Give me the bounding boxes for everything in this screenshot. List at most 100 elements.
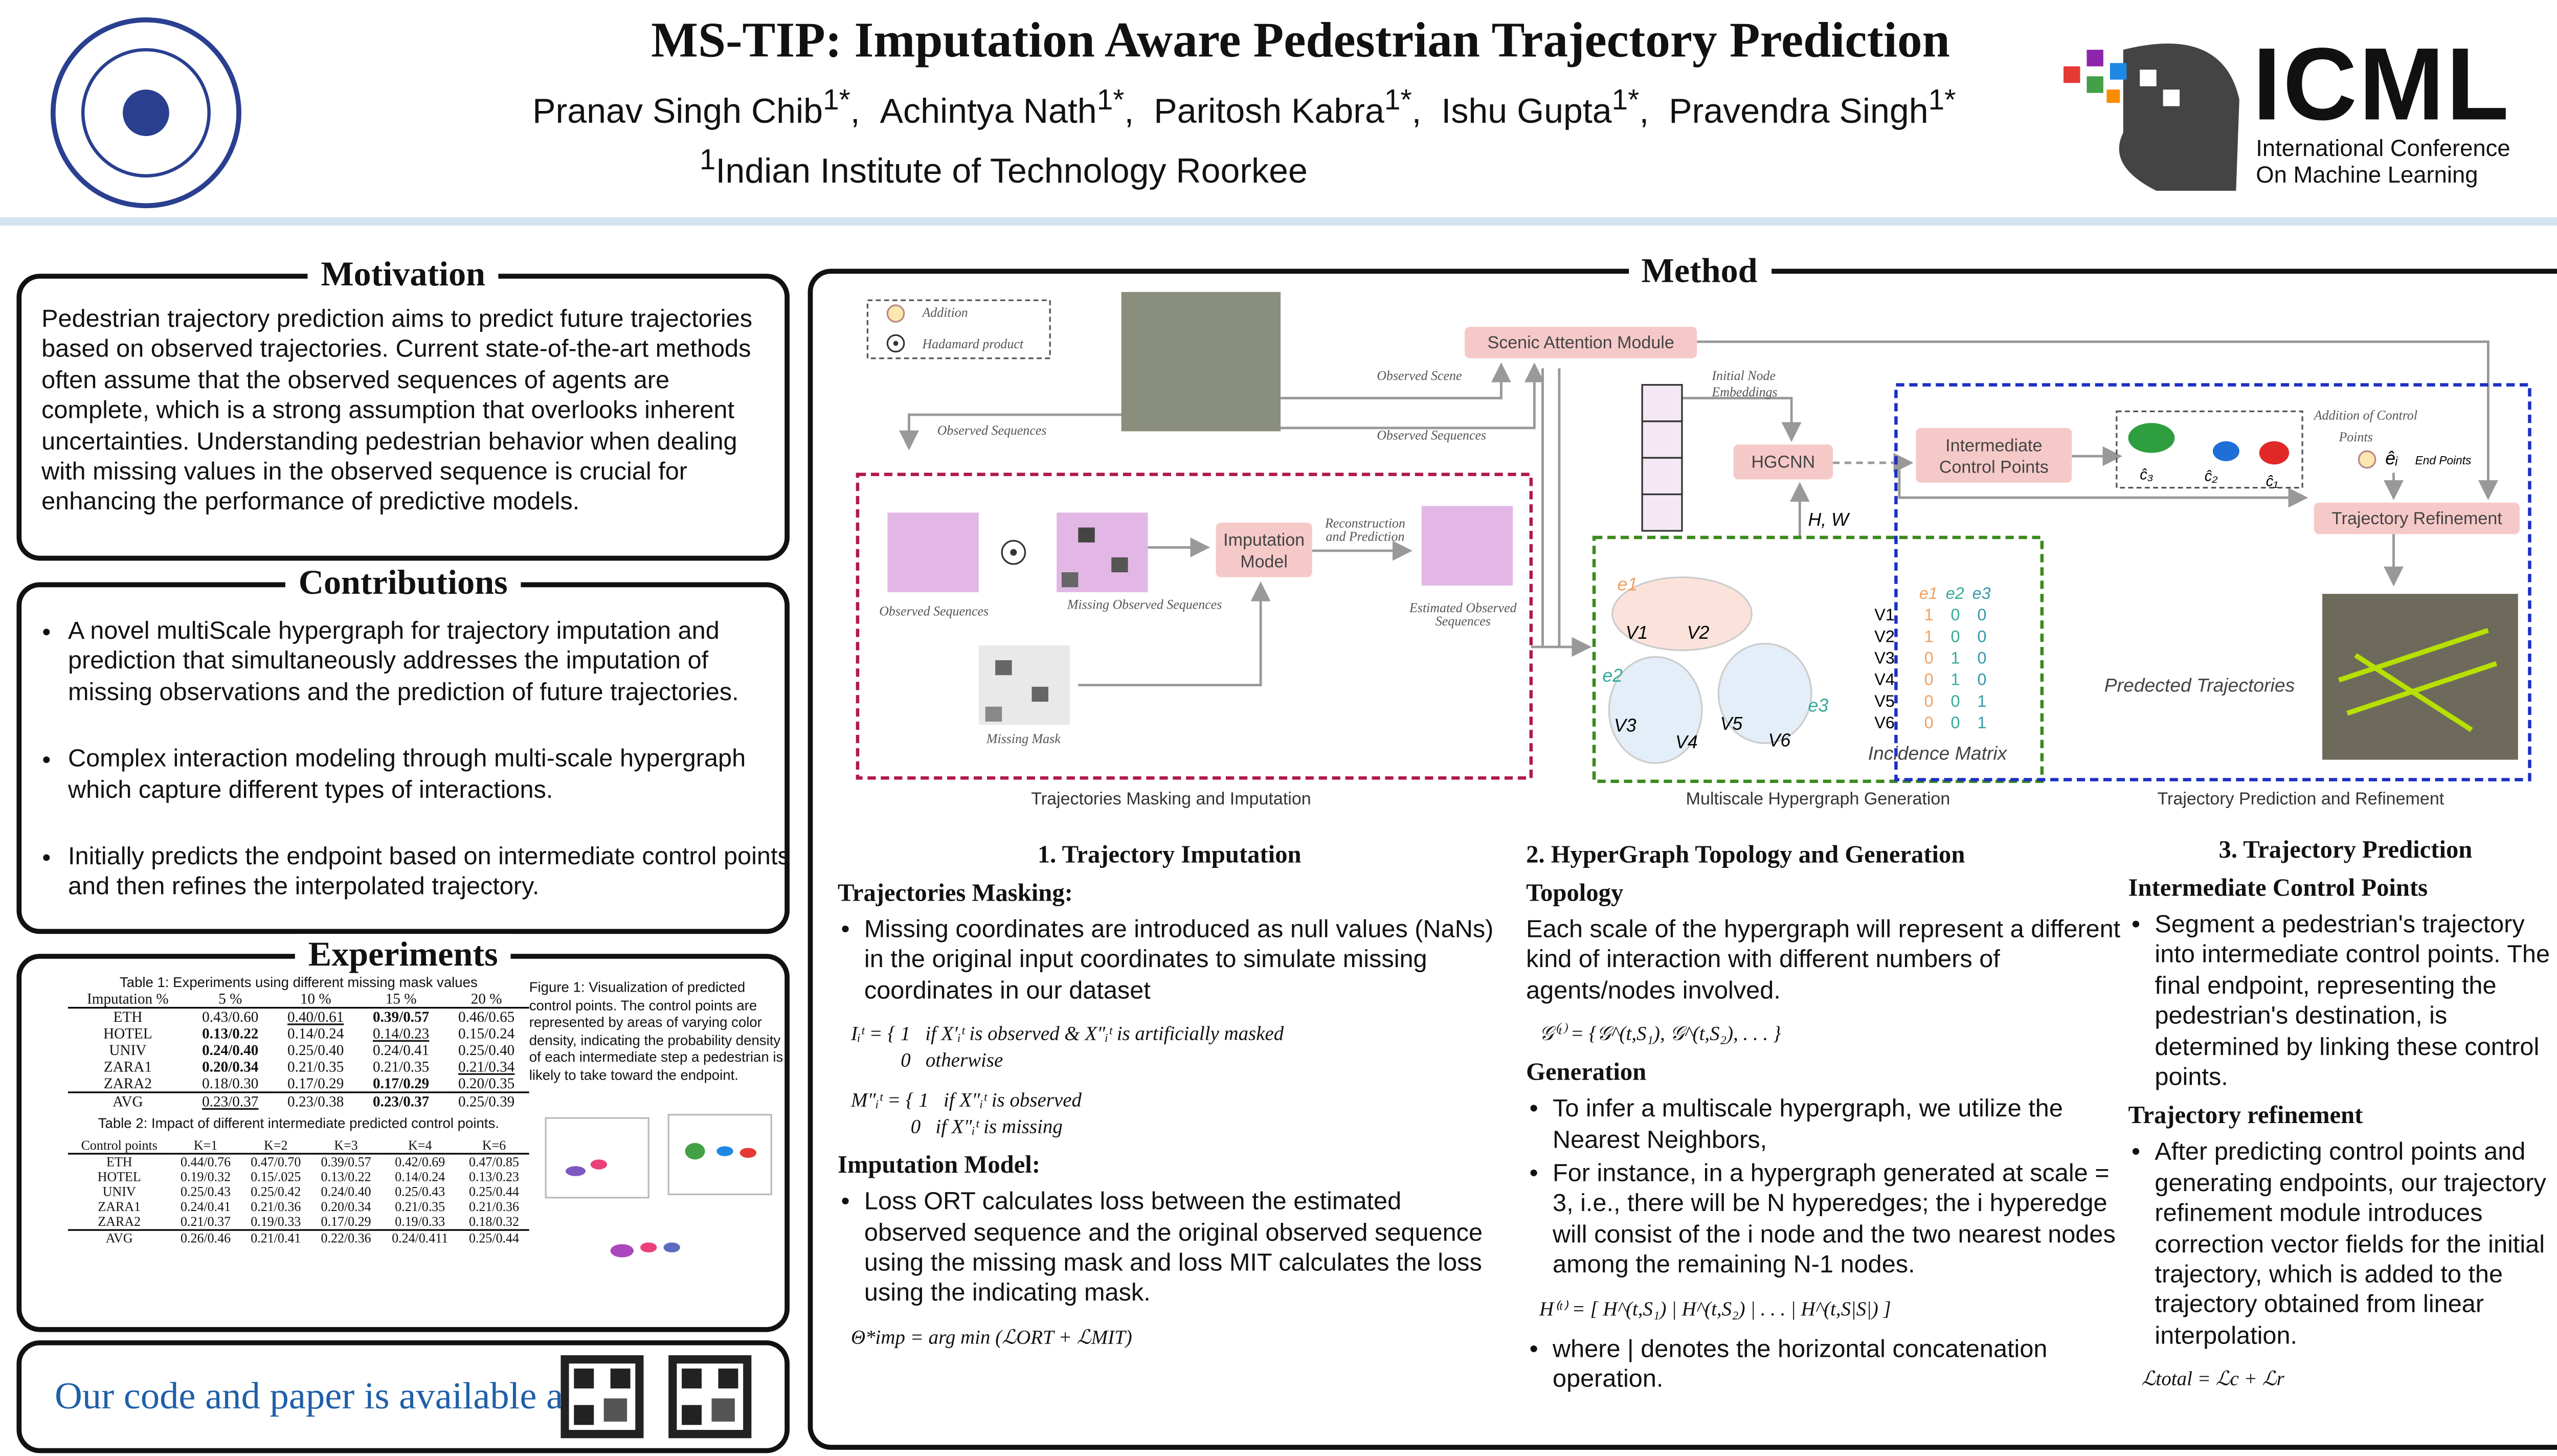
section-title: Experiments [295,934,511,976]
matrix-cell: 1 [1924,627,1934,645]
table-cell: 0.39/0.57 [321,1154,371,1170]
affiliation: 1Indian Institute of Technology Roorkee [0,143,2007,192]
affiliation-sup: 1 [699,142,716,176]
matrix-row-label: V4 [1874,670,1895,689]
panel-caption: Multiscale Hypergraph Generation [1686,789,1950,809]
matrix-cell: 0 [1977,670,1986,689]
table-cell: ETH [106,1154,132,1170]
node-label: V6 [1768,730,1791,751]
matrix-cell: 1 [1924,606,1934,624]
equation-line: 𝒢⁽ᵗ⁾ = {𝒢^(t,S₁), 𝒢^(t,S₂), . . . } [1539,1022,1781,1046]
diagram-box-label: Intermediate [1945,436,2042,455]
scene-image [1121,292,1281,432]
table-cell: AVG [68,1229,171,1246]
diagram-label: End Points [2415,454,2472,467]
table-cell: 0.24/0.41 [372,1041,430,1059]
method-section: 1. Trajectory Imputation Trajectories Mas… [838,843,1501,1363]
table-row: HOTEL 0.13/0.22 0.14/0.24 0.14/0.23 0.15/0.2… [68,1025,529,1042]
diagram-label: Observed Scene [1377,368,1462,383]
diagram-box-label: HGCNN [1751,453,1815,472]
table-cell: 0.21/0.35 [395,1199,445,1215]
table-cell: 0.47/0.85 [468,1154,520,1170]
edge-label: e1 [1618,574,1638,595]
table-header-cell: K=3 [310,1138,382,1155]
table-1: Imputation % 5 % 10 % 15 % 20 % ETH 0.43/0.60 0… [68,990,529,1110]
table-cell: 0.46/0.65 [458,1009,515,1025]
table-cell: 0.39/0.57 [372,1009,430,1025]
legend-label: Addition [921,305,968,320]
diagram-label: Missing Mask [986,731,1061,746]
panel-frame [1894,383,2531,781]
table-header-cell: K=2 [240,1138,311,1155]
author-name: Ishu Gupta [1441,93,1612,131]
control-label: ĉ₃ [2140,466,2153,483]
equation-line: ℒtotal = ℒc + ℒr [2141,1367,2284,1391]
table-cell: 0.25/0.40 [287,1041,344,1059]
table-row: ZARA1 0.20/0.34 0.21/0.35 0.21/0.35 0.21/0.3… [68,1058,529,1074]
matrix-cell: 0 [1950,713,1960,732]
panel-frame [1592,535,2044,783]
author: Pranav Singh Chib1*, [532,83,860,131]
poster-title: MS-TIP: Imputation Aware Pedestrian Traj… [651,13,1950,68]
equation-line: Θ*imp = arg min (ℒORT + ℒMIT) [850,1325,1132,1349]
table-cell: 0.17/0.29 [372,1074,430,1092]
table-cell: ZARA2 [98,1214,141,1229]
method-subheading: Intermediate Control Points [2128,876,2428,903]
method-section: 3. Trajectory Prediction Intermediate Con… [2128,838,2557,1405]
panel-caption: Trajectories Masking and Imputation [1031,789,1311,809]
table-cell: 0.21/0.36 [468,1199,520,1215]
diagram-label: Reconstruction [1325,516,1405,530]
embedding-stack [1641,384,1683,532]
table-header-row: Imputation % 5 % 10 % 15 % 20 % [68,990,529,1009]
table-cell: 0.15/0.24 [458,1025,515,1042]
contributions-box: Contributions A novel multiScale hypergr… [16,562,790,934]
refinement-box [2314,502,2520,534]
section-title: Contributions [285,562,521,604]
matrix-row-label: V3 [1874,648,1895,667]
diagram-label: Addition of Control [2313,408,2417,423]
table-cell: 0.19/0.33 [395,1214,445,1229]
equation-line: 0 otherwise [850,1048,1003,1072]
diagram-label: and Prediction [1326,529,1405,544]
conference-line: International Conference [2256,134,2510,161]
section-title: Method [1628,250,1771,292]
matrix-cell: 1 [1977,692,1986,710]
table-cell: 0.14/0.23 [372,1025,430,1042]
table-header-cell: K=1 [170,1138,241,1155]
diagram-box-label: Trajectory Refinement [2331,509,2502,528]
table-header-cell: 20 % [443,990,529,1009]
author-name: Pranav Singh Chib [532,93,823,131]
header-rule [0,217,2557,226]
author-sup: 1* [823,83,850,117]
method-subheading: Trajectories Masking: [838,881,1073,908]
control-blob [2128,423,2175,453]
diagram-box-label: Imputation [1223,530,1305,550]
method-box: Method [808,250,2557,1450]
equation-line: M″ᵢᵗ = { 1 if X″ᵢᵗ is observed [850,1088,1082,1112]
table-cell: 0.17/0.29 [287,1074,344,1092]
contribution-item: Initially predicts the endpoint based on… [68,843,798,904]
diagram-box-label: Model [1240,552,1288,571]
figure-caption: Figure 1: Visualization of predicted con… [529,978,783,1083]
equation: Θ*imp = arg min (ℒORT + ℒMIT) [851,1324,1501,1350]
table-cell: 0.25/0.44 [459,1229,529,1246]
table-cell: HOTEL [97,1169,141,1184]
method-bullet: where | denotes the horizontal concatena… [1526,1335,2123,1396]
table-row: UNIV 0.25/0.43 0.25/0.42 0.24/0.40 0.25/0.43… [68,1184,529,1199]
table-cell: 0.23/0.37 [187,1091,273,1110]
table-header-row: Control points K=1 K=2 K=3 K=4 K=6 [68,1138,529,1155]
table-cell: 0.18/0.32 [468,1214,520,1229]
table-header-cell: 5 % [187,990,273,1009]
contribution-item: A novel multiScale hypergraph for trajec… [68,617,798,709]
control-blob [2212,441,2239,461]
equation-line: 0 if X″ᵢᵗ is missing [850,1115,1063,1138]
diagram-label: Missing Observed Sequences [1067,597,1222,612]
table-cell: ETH [113,1009,143,1025]
table-cell: 0.14/0.24 [395,1169,445,1184]
diagram-label: Sequences [1435,614,1491,629]
diagram-label: H, W [1808,509,1851,530]
matrix-cell: 0 [1977,648,1986,667]
method-section-title: 3. Trajectory Prediction [2218,838,2473,864]
